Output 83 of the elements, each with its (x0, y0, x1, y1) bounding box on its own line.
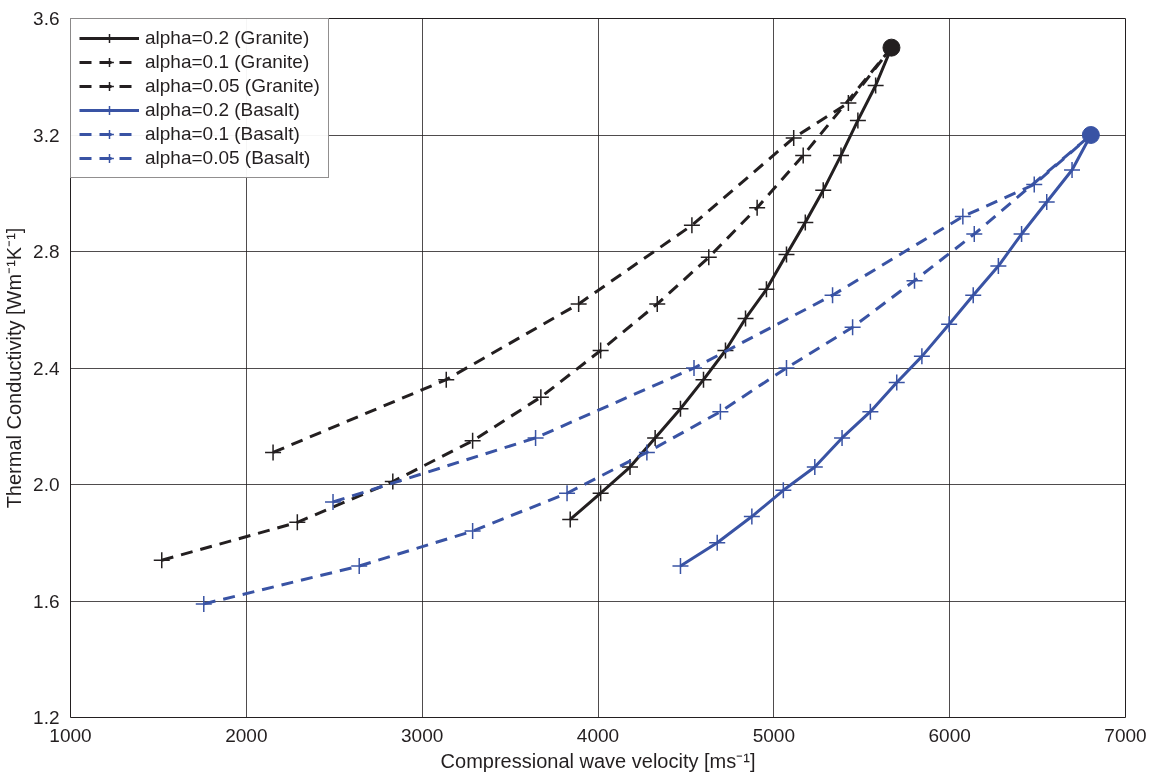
point (558, 484, 576, 502)
point (324, 493, 342, 511)
point (708, 534, 726, 552)
x-tick-label: 5000 (752, 724, 795, 746)
legend-label: alpha=0.2 (Granite) (145, 27, 310, 49)
point (965, 225, 984, 243)
point (794, 146, 812, 165)
legend-label: alpha=0.05 (Granite) (145, 75, 320, 97)
point (940, 315, 958, 334)
point (849, 111, 867, 130)
point (437, 370, 456, 389)
y-tick-label: 2.4 (33, 357, 60, 379)
x-tick-label: 3000 (401, 724, 444, 746)
point (736, 309, 755, 328)
legend-label: alpha=0.1 (Granite) (145, 51, 310, 73)
point (591, 341, 610, 360)
point (648, 295, 667, 313)
y-tick-label: 1.6 (33, 590, 60, 612)
point (700, 248, 718, 267)
point (866, 76, 885, 95)
point (774, 481, 793, 500)
point (621, 458, 639, 476)
point (685, 359, 703, 377)
point (569, 295, 588, 313)
point (1063, 161, 1081, 179)
point (843, 318, 862, 336)
point (777, 359, 796, 377)
point (1037, 193, 1056, 211)
point (646, 429, 664, 447)
legend-label: alpha=0.2 (Basalt) (145, 99, 300, 121)
point (561, 510, 579, 529)
point (683, 216, 701, 235)
point (716, 341, 735, 360)
point (954, 207, 972, 226)
y-tick-label: 2.0 (33, 474, 60, 495)
point (532, 388, 550, 406)
point (989, 257, 1008, 275)
x-tick-label: 4000 (576, 724, 620, 746)
point (264, 443, 282, 462)
point (638, 443, 656, 462)
point (748, 199, 766, 217)
point (964, 286, 982, 304)
point (833, 429, 851, 447)
point (806, 458, 824, 476)
point (463, 522, 482, 540)
point (1081, 126, 1100, 144)
x-tick-label: 2000 (225, 724, 268, 746)
point (814, 181, 832, 200)
point (823, 286, 842, 304)
point (796, 213, 815, 232)
point (1025, 175, 1043, 194)
point (195, 595, 213, 613)
point (832, 146, 850, 165)
point (887, 373, 906, 392)
y-tick-label: 3.6 (33, 8, 60, 29)
x-axis-title: Compressional wave velocity [ms⁻¹] (440, 749, 756, 772)
point (350, 557, 368, 575)
point (463, 432, 482, 450)
point (694, 370, 713, 389)
legend-label: alpha=0.1 (Basalt) (145, 123, 300, 145)
point (757, 280, 776, 299)
point (591, 484, 610, 502)
point (526, 429, 545, 447)
point (784, 129, 803, 147)
point (839, 94, 858, 112)
point (882, 38, 901, 57)
point (861, 402, 880, 421)
point (913, 347, 931, 366)
point (671, 557, 690, 575)
point (743, 507, 761, 526)
legend-label: alpha=0.05 (Basalt) (145, 147, 311, 169)
point (1012, 225, 1031, 243)
point (288, 513, 307, 532)
y-axis-title: Thermal Conductivity [Wm⁻¹K⁻¹] (3, 227, 26, 509)
x-tick-label: 6000 (928, 724, 971, 746)
point (777, 245, 796, 264)
y-tick-label: 3.2 (33, 124, 60, 146)
y-tick-label: 2.8 (33, 241, 60, 262)
point (905, 271, 924, 290)
x-tick-label: 7000 (1104, 724, 1147, 746)
point (711, 402, 730, 421)
point (153, 551, 171, 569)
point (671, 400, 690, 418)
